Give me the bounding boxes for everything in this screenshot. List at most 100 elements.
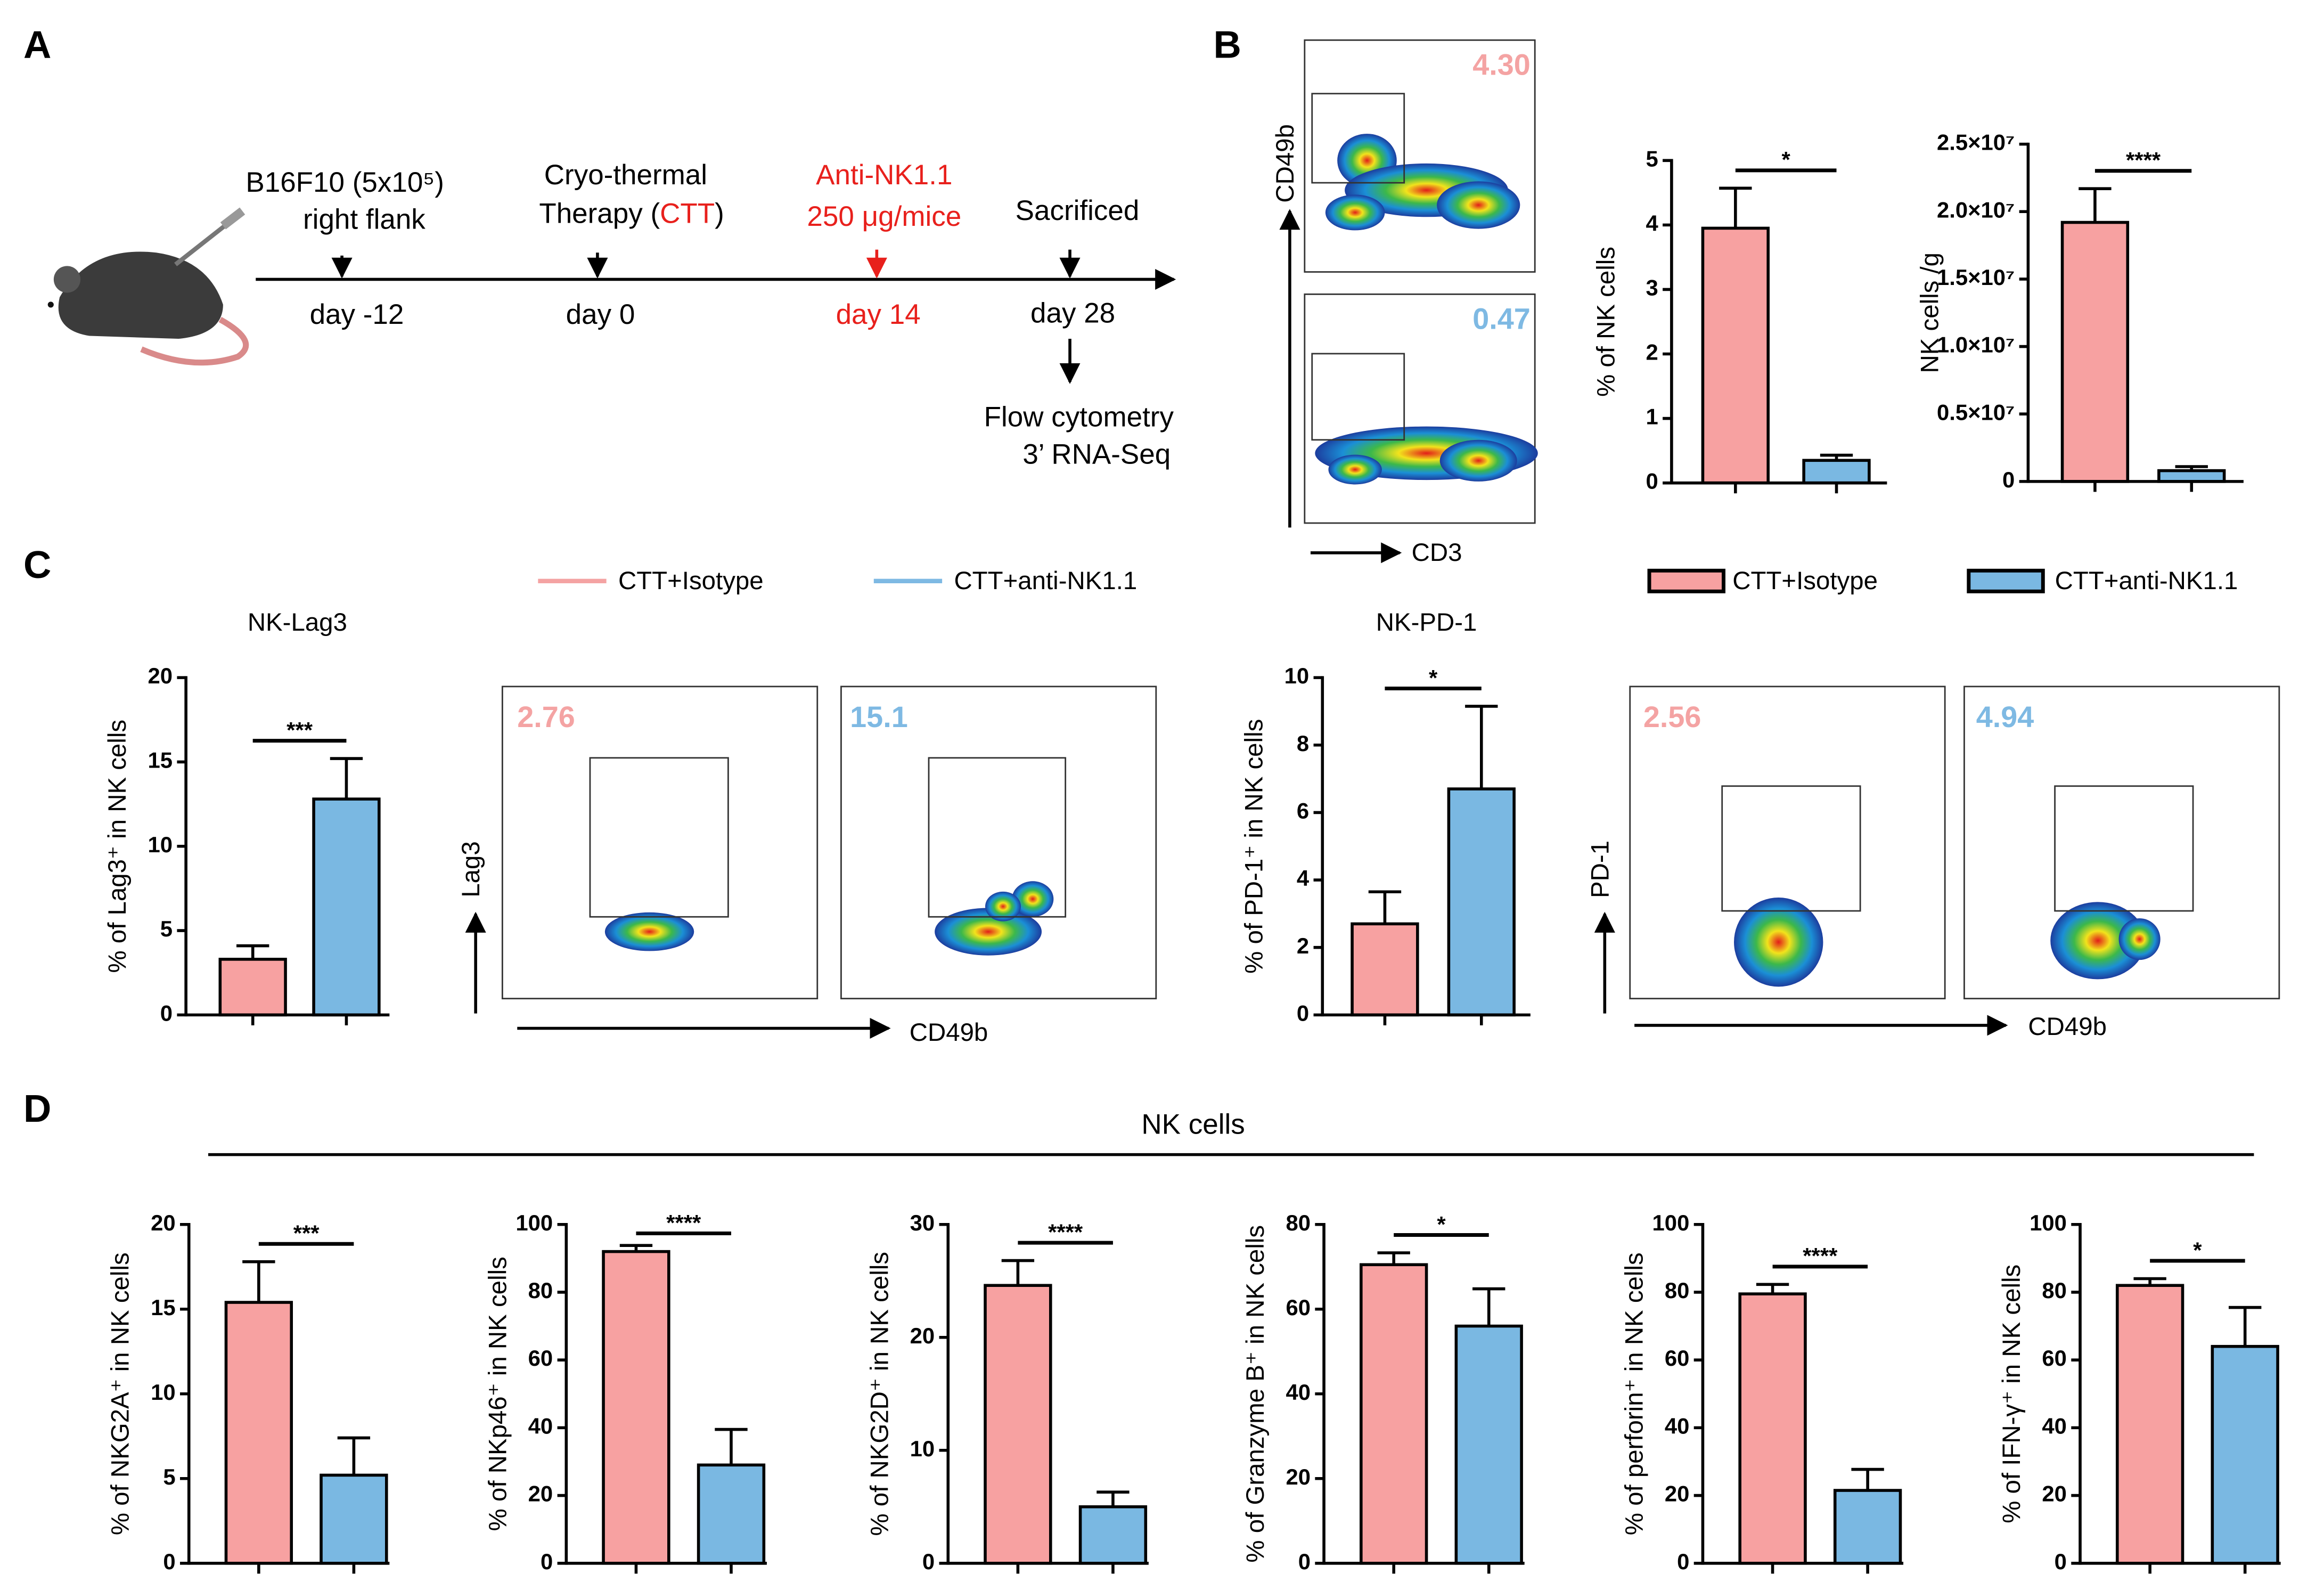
event-text: Sacrificed bbox=[1016, 195, 1140, 226]
y-axis-label: % of IFN-γ⁺ in NK cells bbox=[1998, 1265, 2026, 1523]
y-tick-label: 4 bbox=[1297, 866, 1310, 891]
legend-label: CTT+anti-NK1.1 bbox=[954, 567, 1137, 595]
y-tick-label: 20 bbox=[148, 663, 173, 688]
y-tick-label: 15 bbox=[148, 747, 173, 772]
gate bbox=[1311, 93, 1405, 184]
y-tick-label: 20 bbox=[528, 1481, 553, 1506]
y-tick-label: 10 bbox=[148, 832, 173, 857]
panel-label: D bbox=[23, 1087, 51, 1130]
legend-swatch bbox=[1647, 568, 1726, 593]
significance-label: **** bbox=[1048, 1219, 1083, 1244]
y-tick-label: 15 bbox=[151, 1295, 176, 1320]
chart-title: NK-Lag3 bbox=[248, 608, 347, 637]
flow-axis-label: CD49b bbox=[1271, 124, 1299, 203]
y-tick-label: 0 bbox=[1677, 1549, 1689, 1574]
gate-percentage: 4.30 bbox=[1472, 47, 1531, 81]
event-text-part: CTT bbox=[660, 198, 715, 230]
y-tick-label: 100 bbox=[2030, 1210, 2067, 1235]
panel-label: B bbox=[1214, 23, 1241, 66]
y-tick-label: 2 bbox=[1646, 340, 1658, 365]
significance-label: * bbox=[1782, 147, 1791, 172]
bar bbox=[1351, 922, 1419, 1017]
significance-label: *** bbox=[287, 717, 313, 743]
event-text: 250 μg/mice bbox=[807, 201, 961, 232]
bar bbox=[312, 797, 381, 1017]
bar bbox=[1802, 459, 1871, 485]
event-text: Cryo-thermal bbox=[544, 159, 707, 191]
mouse-icon bbox=[47, 207, 249, 366]
density-blob bbox=[1437, 181, 1520, 229]
readout-text: 3’ RNA-Seq bbox=[1022, 438, 1171, 470]
density-blob bbox=[1734, 897, 1823, 987]
density-blob bbox=[935, 908, 1042, 956]
y-tick-label: 0 bbox=[163, 1549, 175, 1574]
event-text: Therapy (CTT) bbox=[539, 198, 724, 230]
y-axis-label: % of NKG2D⁺ in NK cells bbox=[865, 1252, 894, 1536]
y-tick-label: 4 bbox=[1646, 210, 1659, 235]
y-tick-label: 100 bbox=[515, 1210, 553, 1235]
bar bbox=[1447, 787, 1516, 1017]
bar bbox=[2116, 1284, 2184, 1565]
y-tick-label: 20 bbox=[151, 1210, 176, 1235]
legend-label: CTT+Isotype bbox=[1732, 567, 1878, 595]
y-tick-label: 80 bbox=[528, 1278, 553, 1303]
y-tick-label: 80 bbox=[1286, 1210, 1311, 1235]
bar bbox=[1078, 1505, 1148, 1565]
y-tick-label: 0.5×10⁷ bbox=[1937, 399, 2015, 425]
event-day: day 14 bbox=[836, 299, 921, 330]
gate bbox=[928, 757, 1067, 918]
density-blob bbox=[2050, 902, 2146, 980]
event-text-part: Therapy ( bbox=[539, 198, 660, 230]
bar bbox=[1701, 226, 1770, 485]
flow-plot-frame bbox=[1304, 293, 1536, 524]
bar bbox=[2157, 469, 2226, 483]
gate-percentage: 4.94 bbox=[1976, 700, 2034, 733]
event-text: B16F10 (5x10⁵) bbox=[246, 167, 444, 198]
event-day: day 0 bbox=[566, 299, 635, 330]
y-tick-label: 5 bbox=[163, 1464, 175, 1489]
y-tick-label: 0 bbox=[922, 1549, 935, 1574]
density-blob bbox=[604, 912, 694, 951]
y-tick-label: 20 bbox=[2042, 1481, 2067, 1506]
y-tick-label: 0 bbox=[160, 1000, 173, 1025]
event-text: right flank bbox=[303, 204, 425, 235]
density-blob bbox=[1012, 881, 1054, 917]
legend-label: CTT+anti-NK1.1 bbox=[2055, 567, 2238, 595]
significance-label: * bbox=[1437, 1212, 1446, 1237]
bar bbox=[602, 1250, 670, 1565]
bar bbox=[984, 1284, 1052, 1565]
y-axis-label: % of NKp46⁺ in NK cells bbox=[484, 1257, 512, 1531]
gate-percentage: 2.56 bbox=[1643, 700, 1701, 733]
significance-label: *** bbox=[293, 1221, 320, 1246]
bar bbox=[1360, 1263, 1428, 1565]
y-tick-label: 80 bbox=[1665, 1278, 1690, 1303]
legend-label: CTT+Isotype bbox=[618, 567, 764, 595]
significance-label: * bbox=[1429, 665, 1438, 690]
y-tick-label: 8 bbox=[1297, 731, 1309, 756]
density-blob bbox=[1328, 454, 1382, 485]
y-tick-label: 40 bbox=[528, 1413, 553, 1438]
bar bbox=[2211, 1344, 2279, 1565]
y-tick-label: 3 bbox=[1646, 275, 1658, 300]
gate bbox=[589, 757, 729, 918]
flow-axis-label: CD49b bbox=[910, 1018, 988, 1047]
y-tick-label: 10 bbox=[151, 1380, 176, 1405]
bar bbox=[1454, 1324, 1523, 1565]
y-axis-label: % of perforin⁺ in NK cells bbox=[1620, 1252, 1648, 1535]
event-text: Anti-NK1.1 bbox=[816, 159, 952, 191]
event-day: day 28 bbox=[1030, 297, 1115, 329]
event-text-part: ) bbox=[715, 198, 724, 230]
y-tick-label: 0 bbox=[1646, 469, 1658, 494]
flow-axis-label: CD3 bbox=[1412, 539, 1462, 567]
bar bbox=[218, 958, 287, 1017]
y-tick-label: 2.5×10⁷ bbox=[1937, 130, 2015, 155]
chart-title: NK-PD-1 bbox=[1376, 608, 1477, 637]
bar bbox=[1738, 1292, 1807, 1565]
density-blob bbox=[1325, 194, 1385, 231]
y-tick-label: 0 bbox=[2055, 1549, 2067, 1574]
panel-label: A bbox=[23, 23, 51, 66]
bar bbox=[320, 1473, 388, 1565]
section-heading: NK cells bbox=[1141, 1109, 1245, 1140]
y-axis-label: % of Lag3⁺ in NK cells bbox=[103, 720, 132, 973]
